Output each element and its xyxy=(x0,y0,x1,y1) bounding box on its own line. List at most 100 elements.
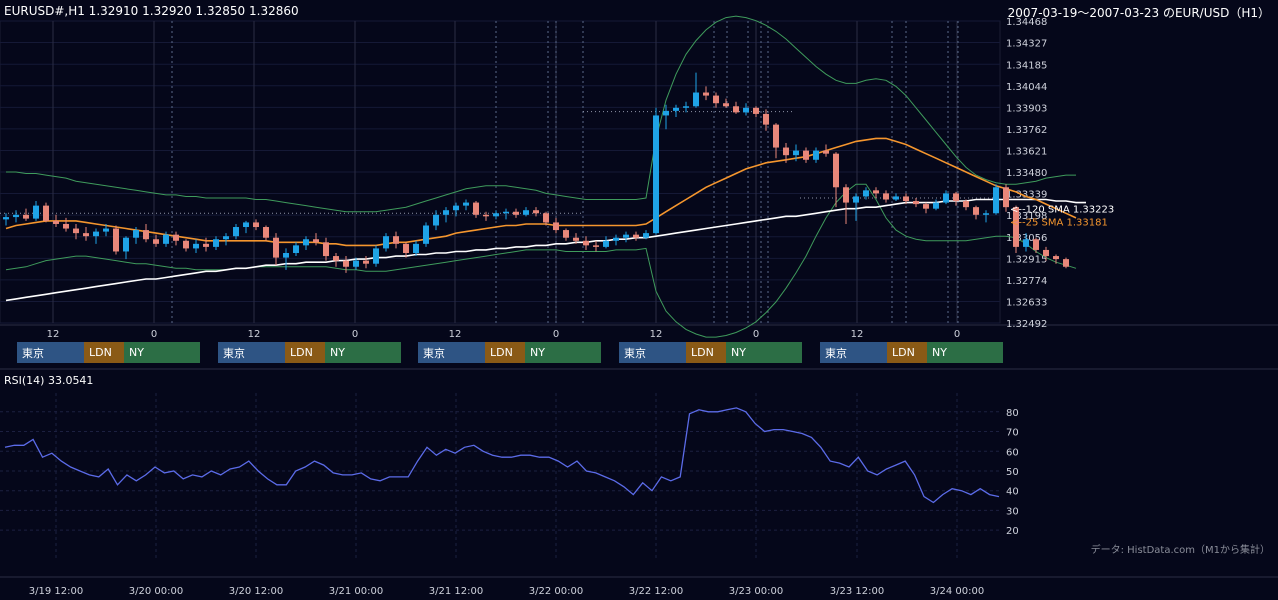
candle-bull xyxy=(423,225,429,244)
candle-bull xyxy=(303,239,309,246)
candle-bull xyxy=(983,213,989,215)
session-bar: 東京 LDN NY xyxy=(17,342,200,363)
candle-bear xyxy=(253,222,259,228)
candle-bull xyxy=(163,234,169,244)
candle-bear xyxy=(1063,259,1069,267)
candle-bull xyxy=(373,248,379,264)
candle-bear xyxy=(783,147,789,156)
session-newyork: NY xyxy=(927,342,1003,363)
session-tokyo: 東京 xyxy=(418,342,485,363)
session-tokyo: 東京 xyxy=(820,342,887,363)
date-axis-label: 3/20 12:00 xyxy=(229,586,283,597)
date-axis-label: 3/22 00:00 xyxy=(529,586,583,597)
candle-bull xyxy=(383,236,389,249)
candle-bear xyxy=(563,230,569,238)
candle-bull xyxy=(213,239,219,247)
price-tick-label: 1.32915 xyxy=(1006,254,1047,265)
price-tick-label: 1.33339 xyxy=(1006,190,1047,201)
candle-bear xyxy=(903,196,909,202)
candle-bull xyxy=(613,237,619,241)
candle-bear xyxy=(733,106,739,113)
candle-bear xyxy=(73,228,79,234)
candle-bear xyxy=(273,237,279,258)
candle-bear xyxy=(1033,239,1039,250)
candle-bull xyxy=(103,228,109,232)
rsi-tick-label: 30 xyxy=(1006,506,1019,517)
candle-bull xyxy=(793,150,799,156)
price-tick-label: 1.34185 xyxy=(1006,60,1047,71)
price-tick-label: 1.33480 xyxy=(1006,168,1047,179)
candle-bear xyxy=(393,236,399,244)
price-tick-label: 1.32774 xyxy=(1006,276,1047,287)
chart-title: 2007-03-19～2007-03-23 のEUR/USD（H1） xyxy=(1007,6,1270,20)
candle-bull xyxy=(123,237,129,252)
candle-bull xyxy=(623,234,629,238)
price-tick-label: 1.33903 xyxy=(1006,103,1047,114)
price-x-tick-label: 12 xyxy=(449,329,462,340)
candle-bull xyxy=(663,110,669,116)
candle-bear xyxy=(913,201,919,205)
candle-bull xyxy=(193,243,199,249)
price-x-tick-label: 0 xyxy=(352,329,358,340)
candle-bear xyxy=(363,260,369,264)
candle-bear xyxy=(153,239,159,244)
session-newyork: NY xyxy=(726,342,802,363)
price-tick-label: 1.33762 xyxy=(1006,125,1047,136)
session-bar: 東京 LDN NY xyxy=(820,342,1003,363)
rsi-tick-label: 20 xyxy=(1006,526,1019,537)
candle-bull xyxy=(603,240,609,247)
date-axis-label: 3/22 12:00 xyxy=(629,586,683,597)
price-x-tick-label: 12 xyxy=(650,329,663,340)
candle-bear xyxy=(873,190,879,194)
date-axis-label: 3/21 00:00 xyxy=(329,586,383,597)
candle-bear xyxy=(513,211,519,215)
candle-bear xyxy=(343,260,349,267)
session-newyork: NY xyxy=(325,342,401,363)
sma25-annotation: <--25 SMA 1.33181 xyxy=(1010,218,1108,229)
session-london: LDN xyxy=(285,342,325,363)
candle-bear xyxy=(823,150,829,154)
data-credit: データ: HistData.com（M1から集計） xyxy=(1090,545,1270,556)
candle-bear xyxy=(63,223,69,229)
price-x-tick-label: 0 xyxy=(954,329,960,340)
session-london: LDN xyxy=(84,342,124,363)
candle-bear xyxy=(633,234,639,238)
date-axis-label: 3/19 12:00 xyxy=(29,586,83,597)
candle-bull xyxy=(93,231,99,237)
candle-bull xyxy=(853,196,859,203)
candle-bear xyxy=(883,193,889,200)
rsi-label: RSI(14) 33.0541 xyxy=(4,374,94,387)
candle-bull xyxy=(233,227,239,237)
candle-bull xyxy=(863,190,869,197)
candle-bear xyxy=(753,107,759,114)
candle-bear xyxy=(263,227,269,238)
price-tick-label: 1.34327 xyxy=(1006,39,1047,50)
candle-bull xyxy=(503,211,509,214)
candle-bull xyxy=(33,205,39,219)
session-tokyo: 東京 xyxy=(218,342,285,363)
candle-bear xyxy=(593,245,599,247)
session-newyork: NY xyxy=(525,342,601,363)
sma120-annotation: <--120 SMA 1.33223 xyxy=(1010,204,1114,215)
candle-bull xyxy=(683,106,689,108)
rsi-line xyxy=(4,407,1000,504)
candle-bear xyxy=(473,202,479,215)
candle-bull xyxy=(943,193,949,203)
candle-bull xyxy=(453,205,459,211)
candle-bear xyxy=(833,153,839,188)
candle-bear xyxy=(763,113,769,125)
price-x-tick-label: 0 xyxy=(151,329,157,340)
candle-bull xyxy=(993,187,999,214)
rsi-tick-label: 60 xyxy=(1006,447,1019,458)
price-x-tick-label: 12 xyxy=(248,329,261,340)
candle-bull xyxy=(223,236,229,240)
candle-bull xyxy=(673,107,679,111)
candle-bull xyxy=(463,202,469,206)
candle-bull xyxy=(413,243,419,254)
candle-bear xyxy=(533,210,539,214)
candle-bear xyxy=(843,187,849,203)
candle-bull xyxy=(1023,239,1029,247)
candle-bear xyxy=(923,204,929,209)
candle-bull xyxy=(643,233,649,238)
candle-bull xyxy=(523,210,529,215)
